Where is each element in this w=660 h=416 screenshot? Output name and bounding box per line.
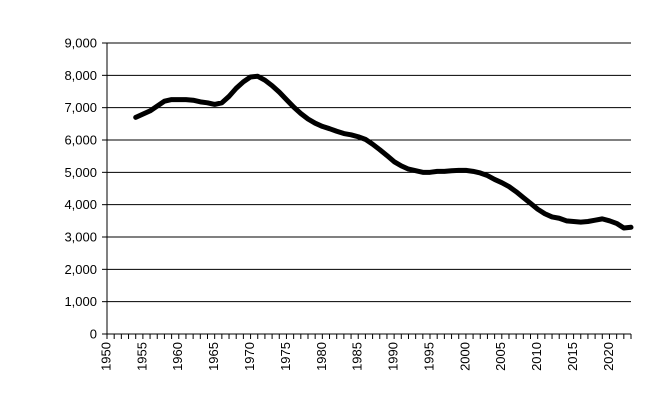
x-tick-label: 2000 [457, 342, 472, 371]
axes [102, 42, 632, 339]
x-tick-label: 1975 [278, 342, 293, 371]
x-tick-label: 1990 [386, 342, 401, 371]
x-tick-label: 2020 [601, 342, 616, 371]
series-layer [133, 73, 634, 231]
x-tick-label: 1995 [421, 342, 436, 371]
y-tick-label: 8,000 [64, 68, 97, 83]
x-tick-label: 2005 [493, 342, 508, 371]
x-tick-label: 2015 [565, 342, 580, 371]
series-line [133, 73, 634, 231]
y-tick-label: 0 [90, 326, 97, 341]
y-tick-label: 2,000 [64, 262, 97, 277]
x-tick-label: 1985 [350, 342, 365, 371]
y-tick-label: 5,000 [64, 165, 97, 180]
gridlines [107, 42, 631, 303]
y-tick-label: 6,000 [64, 132, 97, 147]
x-tick-label: 1980 [314, 342, 329, 371]
x-tick-label: 2010 [529, 342, 544, 371]
x-tick-label: 1965 [206, 342, 221, 371]
x-tick-label: 1960 [170, 342, 185, 371]
x-tick-label: 1970 [242, 342, 257, 371]
y-tick-label: 7,000 [64, 100, 97, 115]
y-tick-labels: 0 1,000 2,000 3,000 4,000 5,000 6,000 7,000 8,00… [64, 35, 97, 341]
y-tick-label: 9,000 [64, 35, 97, 50]
x-tick-label: 1955 [134, 342, 149, 371]
x-tick-labels: 1950 1955 1960 1965 1970 1975 1980 1985 1990 1995… [98, 342, 615, 371]
y-tick-label: 4,000 [64, 197, 97, 212]
x-tick-label: 1950 [98, 342, 113, 371]
y-tick-label: 3,000 [64, 229, 97, 244]
y-tick-label: 1,000 [64, 294, 97, 309]
